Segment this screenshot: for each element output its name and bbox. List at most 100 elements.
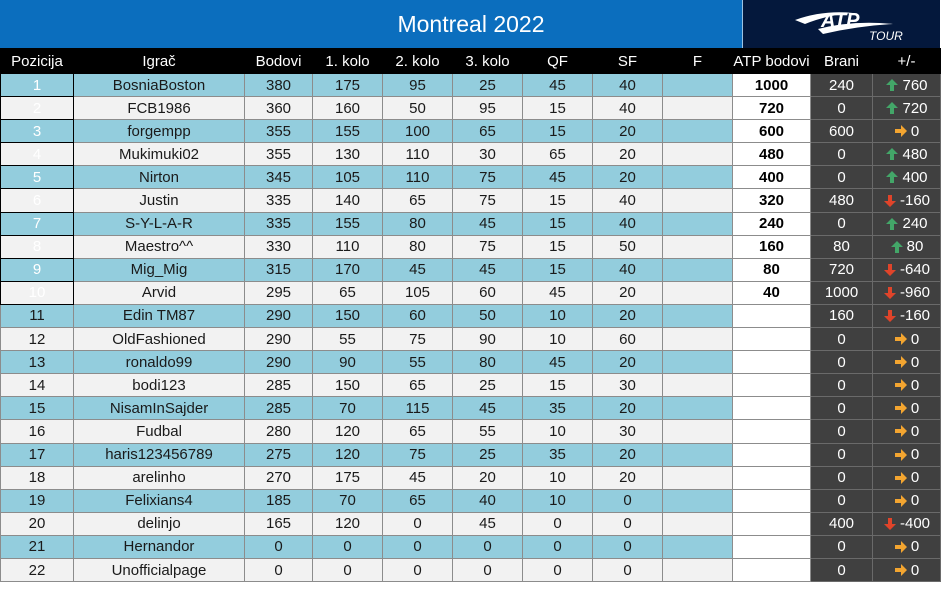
position-cell[interactable]: 2 [0, 96, 74, 121]
brani-cell[interactable]: 0 [810, 557, 873, 583]
position-cell[interactable]: 15 [0, 396, 74, 421]
qf-cell[interactable]: 45 [522, 165, 593, 190]
position-cell[interactable]: 18 [0, 465, 74, 490]
kolo2-cell[interactable]: 75 [382, 327, 453, 352]
kolo1-cell[interactable]: 155 [312, 211, 383, 236]
bodovi-cell[interactable]: 315 [244, 257, 313, 282]
qf-cell[interactable]: 10 [522, 465, 593, 490]
kolo2-cell[interactable]: 105 [382, 280, 453, 305]
qf-cell[interactable]: 10 [522, 327, 593, 352]
diff-cell[interactable]: 80 [872, 234, 941, 259]
player-cell[interactable]: delinjo [73, 511, 245, 536]
brani-cell[interactable]: 0 [810, 396, 873, 421]
bodovi-cell[interactable]: 0 [244, 534, 313, 559]
kolo2-cell[interactable]: 65 [382, 373, 453, 398]
position-cell[interactable]: 7 [0, 211, 74, 236]
kolo1-cell[interactable]: 0 [312, 557, 383, 583]
kolo1-cell[interactable]: 150 [312, 373, 383, 398]
kolo3-cell[interactable]: 50 [452, 303, 523, 329]
kolo2-cell[interactable]: 55 [382, 350, 453, 375]
kolo3-cell[interactable]: 75 [452, 165, 523, 190]
position-cell[interactable]: 1 [0, 72, 74, 98]
kolo3-cell[interactable]: 25 [452, 72, 523, 98]
atp-bodovi-cell[interactable] [732, 327, 811, 352]
qf-cell[interactable]: 10 [522, 488, 593, 513]
qf-cell[interactable]: 0 [522, 557, 593, 583]
col-header-brani[interactable]: Brani [810, 48, 873, 74]
kolo2-cell[interactable]: 50 [382, 96, 453, 121]
bodovi-cell[interactable]: 275 [244, 442, 313, 467]
col-header-sf[interactable]: SF [592, 48, 663, 74]
kolo1-cell[interactable]: 120 [312, 442, 383, 467]
position-cell[interactable]: 19 [0, 488, 74, 513]
kolo1-cell[interactable]: 160 [312, 96, 383, 121]
kolo3-cell[interactable]: 0 [452, 534, 523, 559]
player-cell[interactable]: haris123456789 [73, 442, 245, 467]
atp-bodovi-cell[interactable] [732, 419, 811, 444]
brani-cell[interactable]: 0 [810, 96, 873, 121]
diff-cell[interactable]: 0 [872, 119, 941, 144]
bodovi-cell[interactable]: 185 [244, 488, 313, 513]
bodovi-cell[interactable]: 355 [244, 119, 313, 144]
kolo3-cell[interactable]: 65 [452, 119, 523, 144]
bodovi-cell[interactable]: 360 [244, 96, 313, 121]
brani-cell[interactable]: 480 [810, 188, 873, 213]
diff-cell[interactable]: -640 [872, 257, 941, 282]
qf-cell[interactable]: 35 [522, 442, 593, 467]
qf-cell[interactable]: 15 [522, 257, 593, 282]
atp-bodovi-cell[interactable] [732, 534, 811, 559]
col-header-igrac[interactable]: Igrač [73, 48, 245, 74]
player-cell[interactable]: OldFashioned [73, 327, 245, 352]
bodovi-cell[interactable]: 290 [244, 327, 313, 352]
brani-cell[interactable]: 0 [810, 142, 873, 167]
player-cell[interactable]: Maestro^^ [73, 234, 245, 259]
kolo3-cell[interactable]: 40 [452, 488, 523, 513]
kolo3-cell[interactable]: 45 [452, 211, 523, 236]
brani-cell[interactable]: 0 [810, 327, 873, 352]
kolo2-cell[interactable]: 75 [382, 442, 453, 467]
bodovi-cell[interactable]: 285 [244, 373, 313, 398]
kolo2-cell[interactable]: 115 [382, 396, 453, 421]
player-cell[interactable]: Arvid [73, 280, 245, 305]
position-cell[interactable]: 21 [0, 534, 74, 559]
kolo2-cell[interactable]: 80 [382, 211, 453, 236]
col-header-pozicija[interactable]: Pozicija [0, 48, 74, 74]
position-cell[interactable]: 4 [0, 142, 74, 167]
kolo1-cell[interactable]: 170 [312, 257, 383, 282]
diff-cell[interactable]: 0 [872, 350, 941, 375]
player-cell[interactable]: BosniaBoston [73, 72, 245, 98]
f-cell[interactable] [662, 419, 733, 444]
position-cell[interactable]: 20 [0, 511, 74, 536]
kolo3-cell[interactable]: 95 [452, 96, 523, 121]
position-cell[interactable]: 13 [0, 350, 74, 375]
qf-cell[interactable]: 35 [522, 396, 593, 421]
f-cell[interactable] [662, 350, 733, 375]
sf-cell[interactable]: 20 [592, 280, 663, 305]
kolo3-cell[interactable]: 60 [452, 280, 523, 305]
position-cell[interactable]: 9 [0, 257, 74, 282]
f-cell[interactable] [662, 465, 733, 490]
bodovi-cell[interactable]: 355 [244, 142, 313, 167]
col-header-atp-bodovi[interactable]: ATP bodovi [732, 48, 811, 74]
sf-cell[interactable]: 40 [592, 211, 663, 236]
col-header-diff[interactable]: +/- [872, 48, 941, 74]
atp-bodovi-cell[interactable]: 1000 [732, 72, 811, 98]
diff-cell[interactable]: 0 [872, 327, 941, 352]
atp-bodovi-cell[interactable] [732, 488, 811, 513]
player-cell[interactable]: Edin TM87 [73, 303, 245, 329]
player-cell[interactable]: Mukimuki02 [73, 142, 245, 167]
kolo1-cell[interactable]: 130 [312, 142, 383, 167]
sf-cell[interactable]: 20 [592, 465, 663, 490]
atp-bodovi-cell[interactable] [732, 465, 811, 490]
kolo2-cell[interactable]: 95 [382, 72, 453, 98]
position-cell[interactable]: 22 [0, 557, 74, 583]
sf-cell[interactable]: 20 [592, 303, 663, 329]
qf-cell[interactable]: 15 [522, 234, 593, 259]
kolo2-cell[interactable]: 0 [382, 511, 453, 536]
sf-cell[interactable]: 0 [592, 557, 663, 583]
sf-cell[interactable]: 30 [592, 373, 663, 398]
atp-bodovi-cell[interactable] [732, 396, 811, 421]
sf-cell[interactable]: 40 [592, 72, 663, 98]
f-cell[interactable] [662, 280, 733, 305]
position-cell[interactable]: 5 [0, 165, 74, 190]
